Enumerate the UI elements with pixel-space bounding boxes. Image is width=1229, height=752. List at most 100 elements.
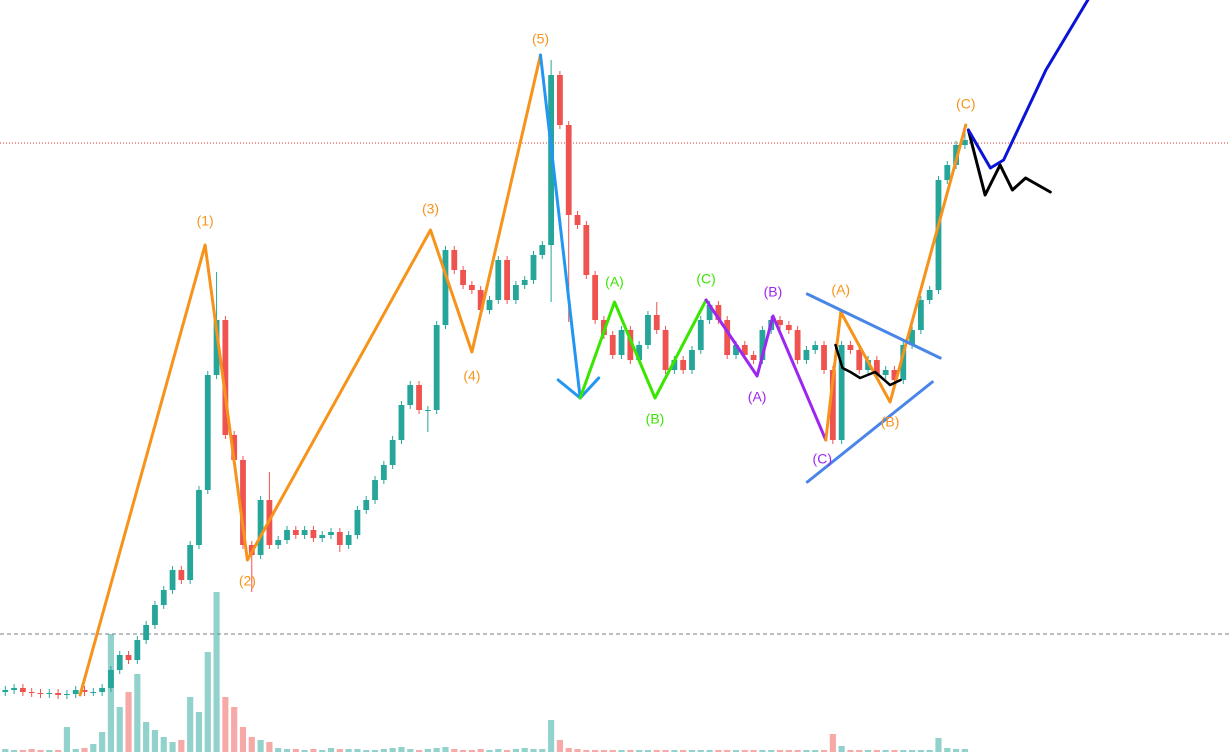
wave-label: (B) — [764, 284, 783, 300]
volume-bar — [803, 750, 810, 752]
candle-body — [504, 260, 510, 300]
volume-bar — [548, 720, 555, 752]
volume-bar — [415, 750, 423, 752]
candle-body — [90, 692, 97, 693]
volume-bar — [908, 750, 916, 752]
volume-bar — [662, 750, 669, 752]
candle-body — [46, 693, 53, 694]
wave-line — [966, 0, 1090, 170]
candle-body — [512, 285, 519, 300]
wave-label: (C) — [696, 271, 715, 287]
volume-bar — [257, 740, 264, 752]
wave-label: (A) — [831, 282, 850, 298]
volume-bar — [151, 730, 159, 752]
candle-body — [917, 300, 924, 330]
candle-body — [398, 405, 405, 440]
volume-bar — [442, 747, 449, 752]
candle-body — [125, 655, 132, 660]
candle-body — [319, 535, 326, 538]
volume-bar — [160, 737, 167, 752]
candle-body — [521, 280, 528, 285]
volume-bar — [486, 750, 493, 752]
candle-body — [55, 693, 62, 695]
candle-body — [64, 694, 70, 695]
candle-body — [865, 360, 871, 370]
volume-bar — [327, 748, 335, 752]
volume-bar — [468, 750, 475, 752]
volume-bar — [741, 750, 748, 752]
volume-bar — [354, 749, 361, 752]
candle-body — [222, 320, 229, 435]
candle-body — [574, 215, 581, 225]
volume-bar — [820, 750, 828, 752]
volume-bar — [301, 750, 308, 752]
volume-bar — [134, 674, 141, 752]
candle-body — [583, 225, 590, 275]
volume-bar — [451, 749, 458, 752]
volume-bar — [671, 750, 678, 752]
volume-bar — [11, 750, 18, 752]
volume-bar — [530, 749, 537, 752]
candle-body — [530, 255, 537, 280]
volume-bar — [609, 750, 616, 752]
candle-body — [187, 545, 194, 580]
candle-body — [380, 465, 387, 480]
volume-bar — [724, 750, 731, 752]
volume-bar — [838, 746, 845, 752]
volume-bar — [917, 750, 924, 752]
volume-bar — [99, 732, 106, 752]
volume-bar — [319, 750, 326, 752]
candle-body — [706, 305, 713, 320]
candle-body — [935, 180, 942, 290]
volume-bar — [627, 750, 634, 752]
volume-bar — [636, 750, 643, 752]
candle-body — [618, 330, 625, 355]
volume-bar — [776, 750, 784, 752]
wave-line — [539, 53, 582, 400]
volume-bar — [812, 750, 819, 752]
volume-bar — [794, 750, 801, 752]
candle-body — [11, 688, 17, 690]
volume-bar — [556, 740, 563, 752]
candle-body — [486, 300, 493, 310]
volume-bar — [688, 750, 696, 752]
volume-bar — [292, 749, 299, 752]
candle-body — [821, 345, 827, 370]
volume-bar — [380, 749, 387, 752]
candle-body — [275, 540, 282, 545]
volume-bar — [398, 747, 405, 752]
volume-bar — [363, 750, 370, 752]
volume-bar — [81, 748, 88, 752]
volume-bar — [592, 750, 599, 752]
candle-body — [609, 335, 616, 355]
volume-bar — [407, 749, 414, 752]
volume-bar — [539, 749, 546, 752]
candle-body — [81, 690, 88, 692]
volume-bar — [90, 744, 97, 752]
volume-bar — [785, 750, 792, 752]
wave-label: (B) — [646, 411, 665, 427]
volume-bar — [336, 749, 343, 752]
candle-body — [152, 605, 158, 625]
candle-body — [662, 330, 669, 370]
candle-body — [803, 350, 810, 360]
volume-bar — [107, 634, 115, 752]
candle-body — [944, 165, 951, 180]
volume-bar — [847, 750, 854, 752]
candle-body — [961, 140, 968, 145]
volume-bar — [882, 750, 889, 752]
wave-line — [824, 123, 968, 442]
volume-bar — [55, 750, 62, 752]
candle-body — [909, 330, 915, 345]
volume-bar — [19, 750, 26, 752]
volume-bar — [961, 749, 968, 752]
volume-bar — [433, 748, 440, 752]
wave-label: (3) — [422, 201, 439, 217]
wave-line — [966, 128, 1052, 197]
candle-body — [495, 260, 502, 300]
volume-bar — [944, 748, 951, 752]
candle-body — [99, 688, 106, 692]
volume-bar — [63, 727, 70, 752]
volume-bar — [248, 737, 255, 752]
